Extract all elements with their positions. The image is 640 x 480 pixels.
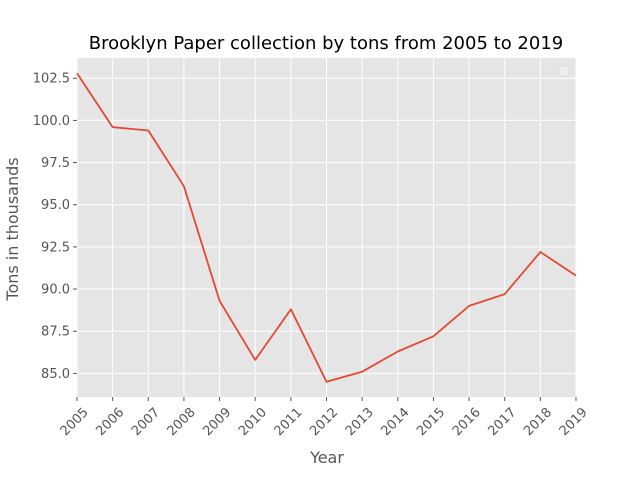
grid-lines (76, 58, 577, 397)
x-tick-label: 2016 (450, 405, 484, 439)
x-tick-label: 2011 (272, 405, 306, 439)
x-axis-label: Year (309, 448, 344, 467)
x-tick-label: 2019 (557, 405, 591, 439)
y-tick-label: 87.5 (41, 325, 70, 340)
y-tick-label: 90.0 (41, 283, 70, 298)
x-tick-label: 2008 (165, 405, 199, 439)
x-tick-label: 2012 (307, 405, 341, 439)
y-tick-label: 95.0 (41, 198, 70, 213)
x-tick-label: 2017 (485, 405, 519, 439)
x-axis-ticks: 2005 2006 2007 2008 2009 2010 2011 2012 2013 2014… (58, 397, 591, 439)
x-tick-label: 2014 (379, 405, 413, 439)
y-axis-label: Tons in thousands (3, 157, 22, 301)
y-tick-label: 92.5 (41, 240, 70, 255)
x-tick-label: 2005 (58, 405, 92, 439)
y-tick-label: 97.5 (41, 156, 70, 171)
y-tick-label: 102.5 (33, 72, 70, 87)
y-axis-ticks: 85.0 87.5 90.0 92.5 95.0 97.5 100.0 102.5 (33, 72, 77, 382)
y-tick-label: 85.0 (41, 367, 70, 382)
x-tick-label: 2015 (414, 405, 448, 439)
x-tick-label: 2006 (93, 405, 127, 439)
series-line (76, 72, 577, 383)
x-tick-label: 2007 (129, 405, 163, 439)
x-tick-label: 2009 (200, 405, 234, 439)
y-tick-label: 100.0 (33, 114, 70, 129)
x-tick-label: 2010 (236, 405, 270, 439)
x-tick-label: 2013 (343, 405, 377, 439)
x-tick-label: 2018 (521, 405, 555, 439)
legend (558, 65, 570, 77)
chart-title: Brooklyn Paper collection by tons from 2… (89, 33, 564, 54)
series-group (76, 72, 577, 383)
